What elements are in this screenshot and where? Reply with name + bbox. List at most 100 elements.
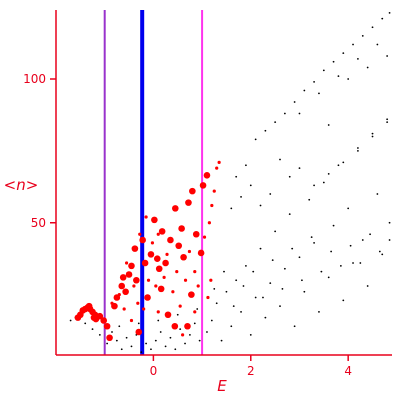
data-point-tiny-96 <box>332 60 335 63</box>
data-point-tiny-8 <box>120 348 123 351</box>
data-point-tiny-115 <box>249 184 252 187</box>
data-point-tiny-5 <box>106 342 109 345</box>
data-point-large-37 <box>178 225 185 232</box>
data-point-tiny-76 <box>281 287 284 290</box>
data-point-tiny-75 <box>271 259 274 262</box>
axes-layer <box>55 10 392 356</box>
data-point-tiny-79 <box>310 236 313 239</box>
data-point-tiny-87 <box>388 239 391 241</box>
data-point-small-7 <box>142 307 146 311</box>
x-axis-label: E <box>217 377 227 395</box>
data-point-tiny-118 <box>313 184 315 187</box>
data-point-tiny-16 <box>159 331 162 333</box>
data-point-tiny-108 <box>347 78 350 80</box>
data-point-small-11 <box>156 310 160 314</box>
data-point-large-34 <box>167 236 174 244</box>
data-point-tiny-86 <box>378 250 381 253</box>
data-point-tiny-26 <box>137 322 140 325</box>
data-point-tiny-39 <box>249 333 252 336</box>
data-point-small-30 <box>193 310 197 314</box>
data-point-tiny-48 <box>293 325 296 328</box>
data-point-large-44 <box>203 172 211 179</box>
ticks-layer: 0 2 4 50 100 <box>23 72 352 378</box>
data-point-tiny-124 <box>298 167 301 170</box>
data-point-small-17 <box>183 278 188 282</box>
data-point-tiny-59 <box>347 207 350 210</box>
data-point-small-10 <box>154 284 158 288</box>
data-point-tiny-84 <box>359 262 362 264</box>
data-point-tiny-46 <box>283 267 286 270</box>
data-point-tiny-120 <box>342 161 345 164</box>
data-point-tiny-82 <box>339 264 342 267</box>
data-point-tiny-68 <box>388 221 391 224</box>
data-point-small-22 <box>207 221 211 225</box>
data-point-tiny-51 <box>308 198 311 201</box>
data-point-small-29 <box>181 333 185 337</box>
data-point-large-35 <box>172 205 179 212</box>
data-point-large-33 <box>164 311 172 319</box>
data-point-tiny-45 <box>279 305 281 308</box>
data-point-tiny-99 <box>361 34 364 37</box>
data-point-tiny-49 <box>298 256 301 259</box>
data-point-large-48 <box>90 314 98 321</box>
data-point-tiny-18 <box>169 336 172 339</box>
data-point-tiny-97 <box>342 52 345 55</box>
data-point-small-9 <box>150 241 155 245</box>
data-point-tiny-60 <box>352 262 354 264</box>
data-point-small-27 <box>206 295 210 300</box>
data-point-tiny-73 <box>252 270 255 273</box>
data-point-tiny-66 <box>381 253 384 256</box>
data-point-large-15 <box>118 282 126 290</box>
data-point-tiny-43 <box>269 282 272 285</box>
data-point-tiny-40 <box>254 296 257 299</box>
data-point-tiny-36 <box>235 279 238 282</box>
data-point-tiny-69 <box>213 287 216 290</box>
data-point-small-5 <box>136 301 140 305</box>
data-point-tiny-29 <box>196 308 199 310</box>
data-point-small-2 <box>122 307 126 311</box>
data-point-large-22 <box>135 328 143 336</box>
data-point-tiny-27 <box>157 319 160 322</box>
data-point-large-27 <box>151 216 158 224</box>
data-point-tiny-90 <box>274 121 277 124</box>
data-point-tiny-91 <box>283 112 286 115</box>
data-point-tiny-13 <box>145 342 147 345</box>
y-axis-label: <n> <box>4 176 39 194</box>
data-point-tiny-54 <box>322 181 325 184</box>
data-point-tiny-125 <box>269 193 272 195</box>
vertical-lines-layer <box>103 10 204 355</box>
data-point-tiny-56 <box>332 224 335 227</box>
data-point-large-36 <box>175 242 183 250</box>
data-point-small-18 <box>187 249 192 254</box>
data-point-tiny-25 <box>118 325 121 328</box>
data-point-tiny-30 <box>206 331 208 333</box>
data-point-small-23 <box>210 203 214 208</box>
data-point-large-23 <box>139 236 146 244</box>
data-point-tiny-61 <box>357 149 359 152</box>
data-point-tiny-6 <box>111 331 113 333</box>
data-point-tiny-103 <box>298 112 301 115</box>
data-point-small-19 <box>193 270 197 274</box>
data-points-layer <box>69 11 391 354</box>
data-point-tiny-32 <box>215 302 218 305</box>
data-point-tiny-12 <box>140 351 143 354</box>
data-point-tiny-74 <box>262 296 264 299</box>
data-point-tiny-55 <box>327 276 330 279</box>
data-point-tiny-20 <box>179 328 182 331</box>
data-point-tiny-4 <box>98 333 101 336</box>
data-point-large-47 <box>188 291 195 298</box>
data-point-large-28 <box>153 255 161 262</box>
data-point-tiny-38 <box>245 264 247 267</box>
data-point-large-10 <box>100 317 108 324</box>
data-point-tiny-117 <box>245 164 247 167</box>
data-point-large-25 <box>144 294 151 301</box>
data-point-small-16 <box>178 304 182 308</box>
data-point-large-14 <box>113 294 121 301</box>
data-point-large-19 <box>128 262 135 270</box>
y-tick-label-0: 50 <box>31 216 46 230</box>
x-tick-label-0: 0 <box>150 364 158 378</box>
data-point-tiny-72 <box>242 285 245 287</box>
data-point-tiny-58 <box>342 299 345 302</box>
data-point-tiny-100 <box>371 26 374 29</box>
data-point-large-31 <box>158 228 166 235</box>
